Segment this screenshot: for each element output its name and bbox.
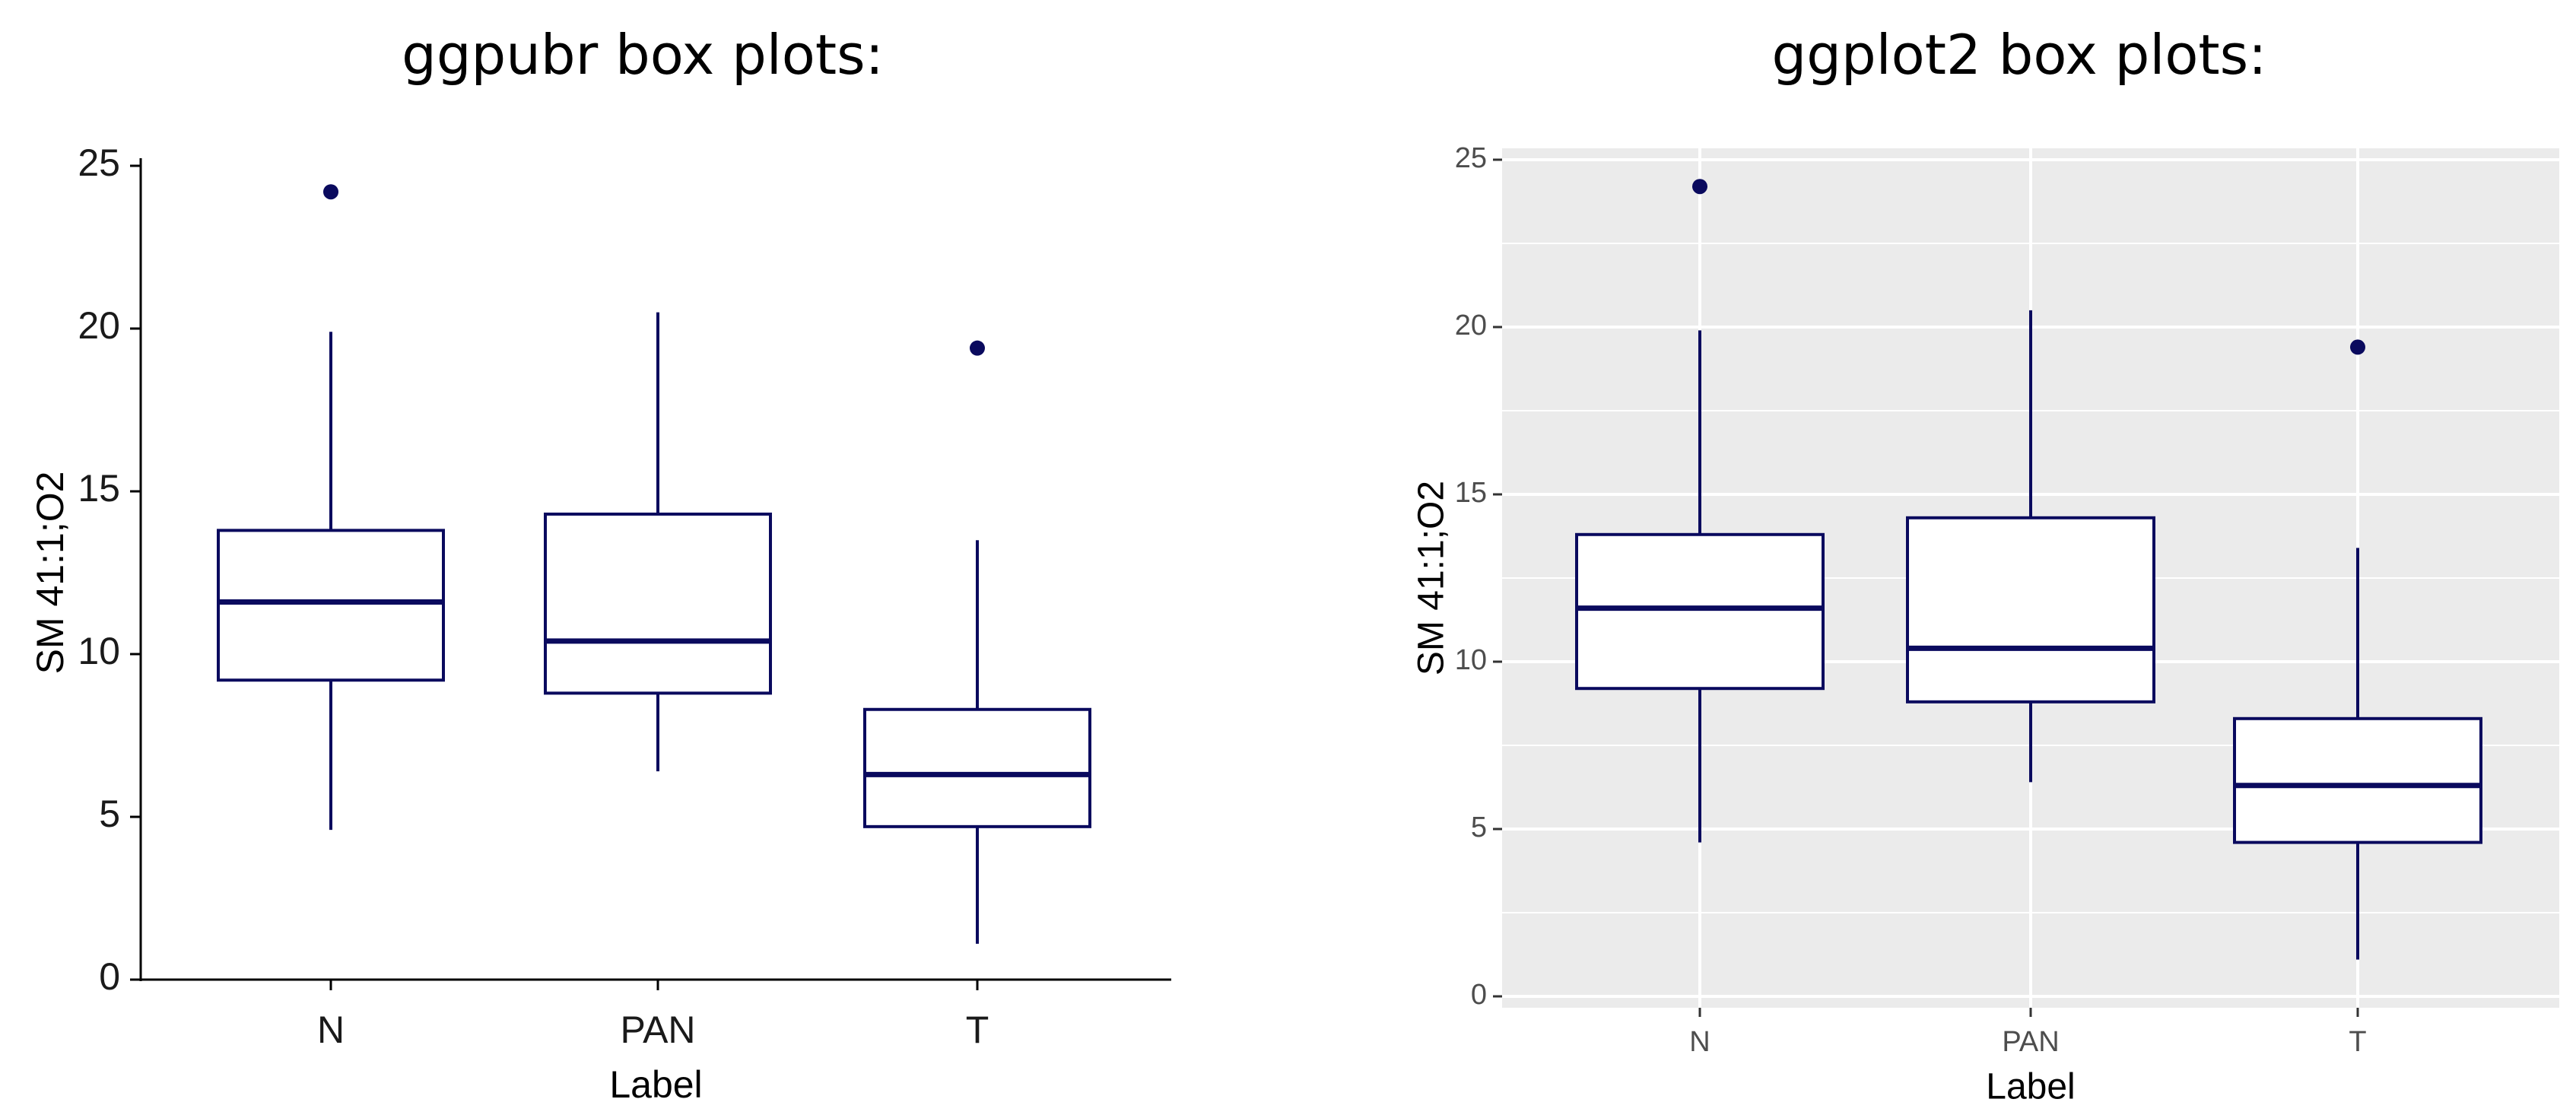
y-tick-label: 25 [78, 141, 120, 184]
box-iqr [863, 707, 1091, 828]
y-tick-label: 20 [1455, 310, 1487, 341]
ggpubr-chart: 0 5 10 15 20 25 N PAN T Label SM 41:1;O2 [29, 141, 1171, 1106]
box-iqr [544, 512, 772, 695]
y-tick-label: 15 [1455, 477, 1487, 509]
y-tick-label: 20 [78, 304, 120, 347]
x-tick-label: N [1689, 1026, 1710, 1058]
outlier-point [2350, 339, 2365, 355]
y-tick-label: 0 [99, 955, 120, 998]
outlier-point [970, 340, 985, 356]
x-tick-label: T [2349, 1026, 2366, 1058]
outlier-point [323, 184, 338, 200]
y-tick-label: 5 [99, 793, 120, 835]
x-tick-label: T [966, 1009, 989, 1051]
y-tick-label: 10 [78, 630, 120, 672]
ggplot2-chart: 0 5 10 15 20 25 N PAN T Label SM 41:1;O2 [1412, 142, 2559, 1107]
x-tick-label: PAN [620, 1009, 695, 1051]
y-tick-label: 5 [1471, 812, 1487, 843]
box-iqr [1575, 532, 1825, 691]
x-tick-label: N [317, 1009, 345, 1051]
x-axis-title: Label [609, 1063, 702, 1106]
box-iqr [2233, 716, 2482, 844]
left-panel-title: ggpubr box plots: [402, 23, 884, 87]
right-panel-title: ggplot2 box plots: [1771, 23, 2267, 87]
y-tick-label: 15 [78, 467, 120, 510]
x-tick-label: PAN [2002, 1026, 2059, 1058]
box-iqr [217, 529, 445, 682]
x-axis-title: Label [1986, 1067, 2075, 1107]
y-tick-label: 10 [1455, 644, 1487, 676]
y-axis-title: SM 41:1;O2 [1412, 481, 1452, 675]
y-tick-label: 0 [1471, 979, 1487, 1011]
box-iqr [1906, 516, 2155, 704]
y-axis-title: SM 41:1;O2 [29, 472, 71, 675]
y-tick-label: 25 [1455, 142, 1487, 174]
outlier-point [1692, 179, 1707, 195]
